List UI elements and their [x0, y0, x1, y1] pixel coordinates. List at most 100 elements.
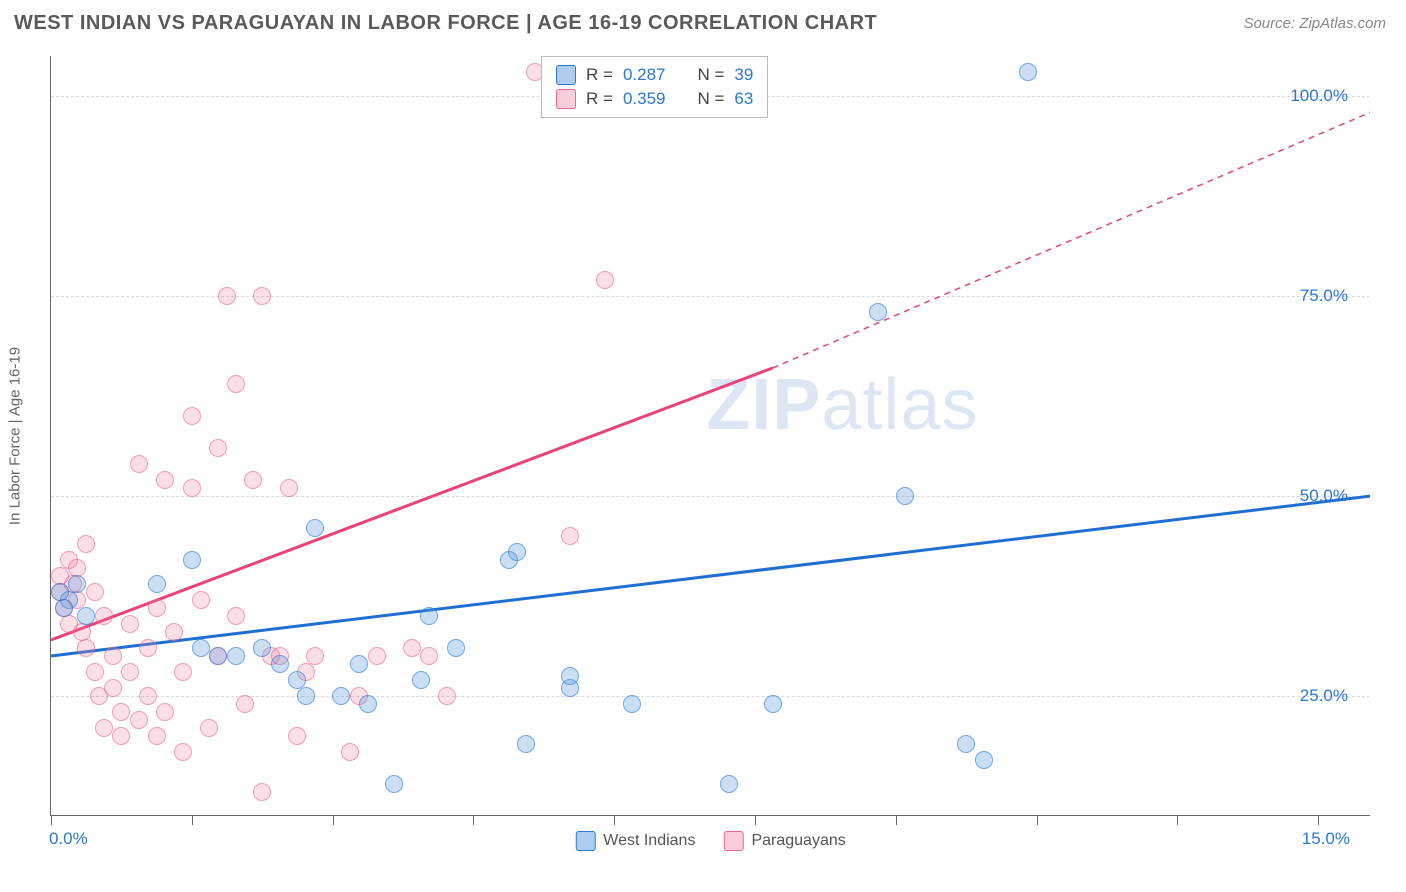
data-point [271, 655, 289, 673]
y-tick-label: 25.0% [1300, 686, 1348, 706]
data-point [420, 647, 438, 665]
data-point [86, 583, 104, 601]
data-point [403, 639, 421, 657]
data-point [95, 719, 113, 737]
data-point [209, 647, 227, 665]
watermark: ZIPatlas [706, 364, 978, 446]
data-point [359, 695, 377, 713]
x-tick-max: 15.0% [1302, 829, 1350, 849]
data-point [227, 607, 245, 625]
gridline [51, 496, 1370, 497]
data-point [77, 535, 95, 553]
data-point [165, 623, 183, 641]
y-tick-label: 100.0% [1290, 86, 1348, 106]
data-point [192, 639, 210, 657]
x-tick-min: 0.0% [49, 829, 88, 849]
data-point [86, 663, 104, 681]
data-point [156, 471, 174, 489]
data-point [77, 607, 95, 625]
data-point [297, 687, 315, 705]
data-point [200, 719, 218, 737]
data-point [183, 407, 201, 425]
x-tick [1318, 815, 1319, 825]
gridline [51, 296, 1370, 297]
data-point [218, 287, 236, 305]
legend-row: R = 0.359 N = 63 [556, 87, 753, 111]
data-point [244, 471, 262, 489]
source-label: Source: ZipAtlas.com [1243, 15, 1386, 32]
data-point [148, 575, 166, 593]
data-point [253, 287, 271, 305]
y-tick-label: 50.0% [1300, 486, 1348, 506]
data-point [148, 599, 166, 617]
data-point [130, 711, 148, 729]
data-point [561, 667, 579, 685]
series-legend: West Indians Paraguayans [575, 831, 846, 851]
data-point [121, 615, 139, 633]
data-point [104, 679, 122, 697]
legend-swatch-blue [556, 65, 576, 85]
data-point [1019, 63, 1037, 81]
legend-swatch-pink [556, 89, 576, 109]
data-point [623, 695, 641, 713]
data-point [130, 455, 148, 473]
data-point [288, 727, 306, 745]
data-point [183, 479, 201, 497]
data-point [236, 695, 254, 713]
data-point [95, 607, 113, 625]
data-point [209, 439, 227, 457]
legend-label: West Indians [603, 832, 695, 850]
x-tick [755, 815, 756, 825]
data-point [517, 735, 535, 753]
data-point [508, 543, 526, 561]
data-point [447, 639, 465, 657]
data-point [55, 599, 73, 617]
legend-item: West Indians [575, 831, 695, 851]
data-point [139, 687, 157, 705]
x-tick [1177, 815, 1178, 825]
x-tick [192, 815, 193, 825]
x-tick [333, 815, 334, 825]
x-tick [614, 815, 615, 825]
data-point [174, 743, 192, 761]
scatter-chart: In Labor Force | Age 16-19 ZIPatlas 25.0… [50, 56, 1370, 816]
data-point [253, 783, 271, 801]
data-point [561, 527, 579, 545]
data-point [412, 671, 430, 689]
data-point [385, 775, 403, 793]
data-point [306, 519, 324, 537]
page-title: WEST INDIAN VS PARAGUAYAN IN LABOR FORCE… [14, 12, 877, 35]
data-point [227, 375, 245, 393]
data-point [183, 551, 201, 569]
data-point [420, 607, 438, 625]
data-point [253, 639, 271, 657]
data-point [764, 695, 782, 713]
legend-swatch-pink [723, 831, 743, 851]
x-tick [473, 815, 474, 825]
data-point [350, 655, 368, 673]
data-point [227, 647, 245, 665]
data-point [112, 703, 130, 721]
data-point [975, 751, 993, 769]
data-point [332, 687, 350, 705]
data-point [896, 487, 914, 505]
data-point [720, 775, 738, 793]
data-point [438, 687, 456, 705]
data-point [957, 735, 975, 753]
header: WEST INDIAN VS PARAGUAYAN IN LABOR FORCE… [0, 0, 1406, 43]
data-point [368, 647, 386, 665]
data-point [112, 727, 130, 745]
x-tick [896, 815, 897, 825]
x-tick [51, 815, 52, 825]
data-point [280, 479, 298, 497]
y-tick-label: 75.0% [1300, 286, 1348, 306]
data-point [306, 647, 324, 665]
data-point [192, 591, 210, 609]
data-point [148, 727, 166, 745]
legend-item: Paraguayans [723, 831, 845, 851]
legend-row: R = 0.287 N = 39 [556, 63, 753, 87]
x-tick [1037, 815, 1038, 825]
data-point [121, 663, 139, 681]
legend-swatch-blue [575, 831, 595, 851]
data-point [156, 703, 174, 721]
